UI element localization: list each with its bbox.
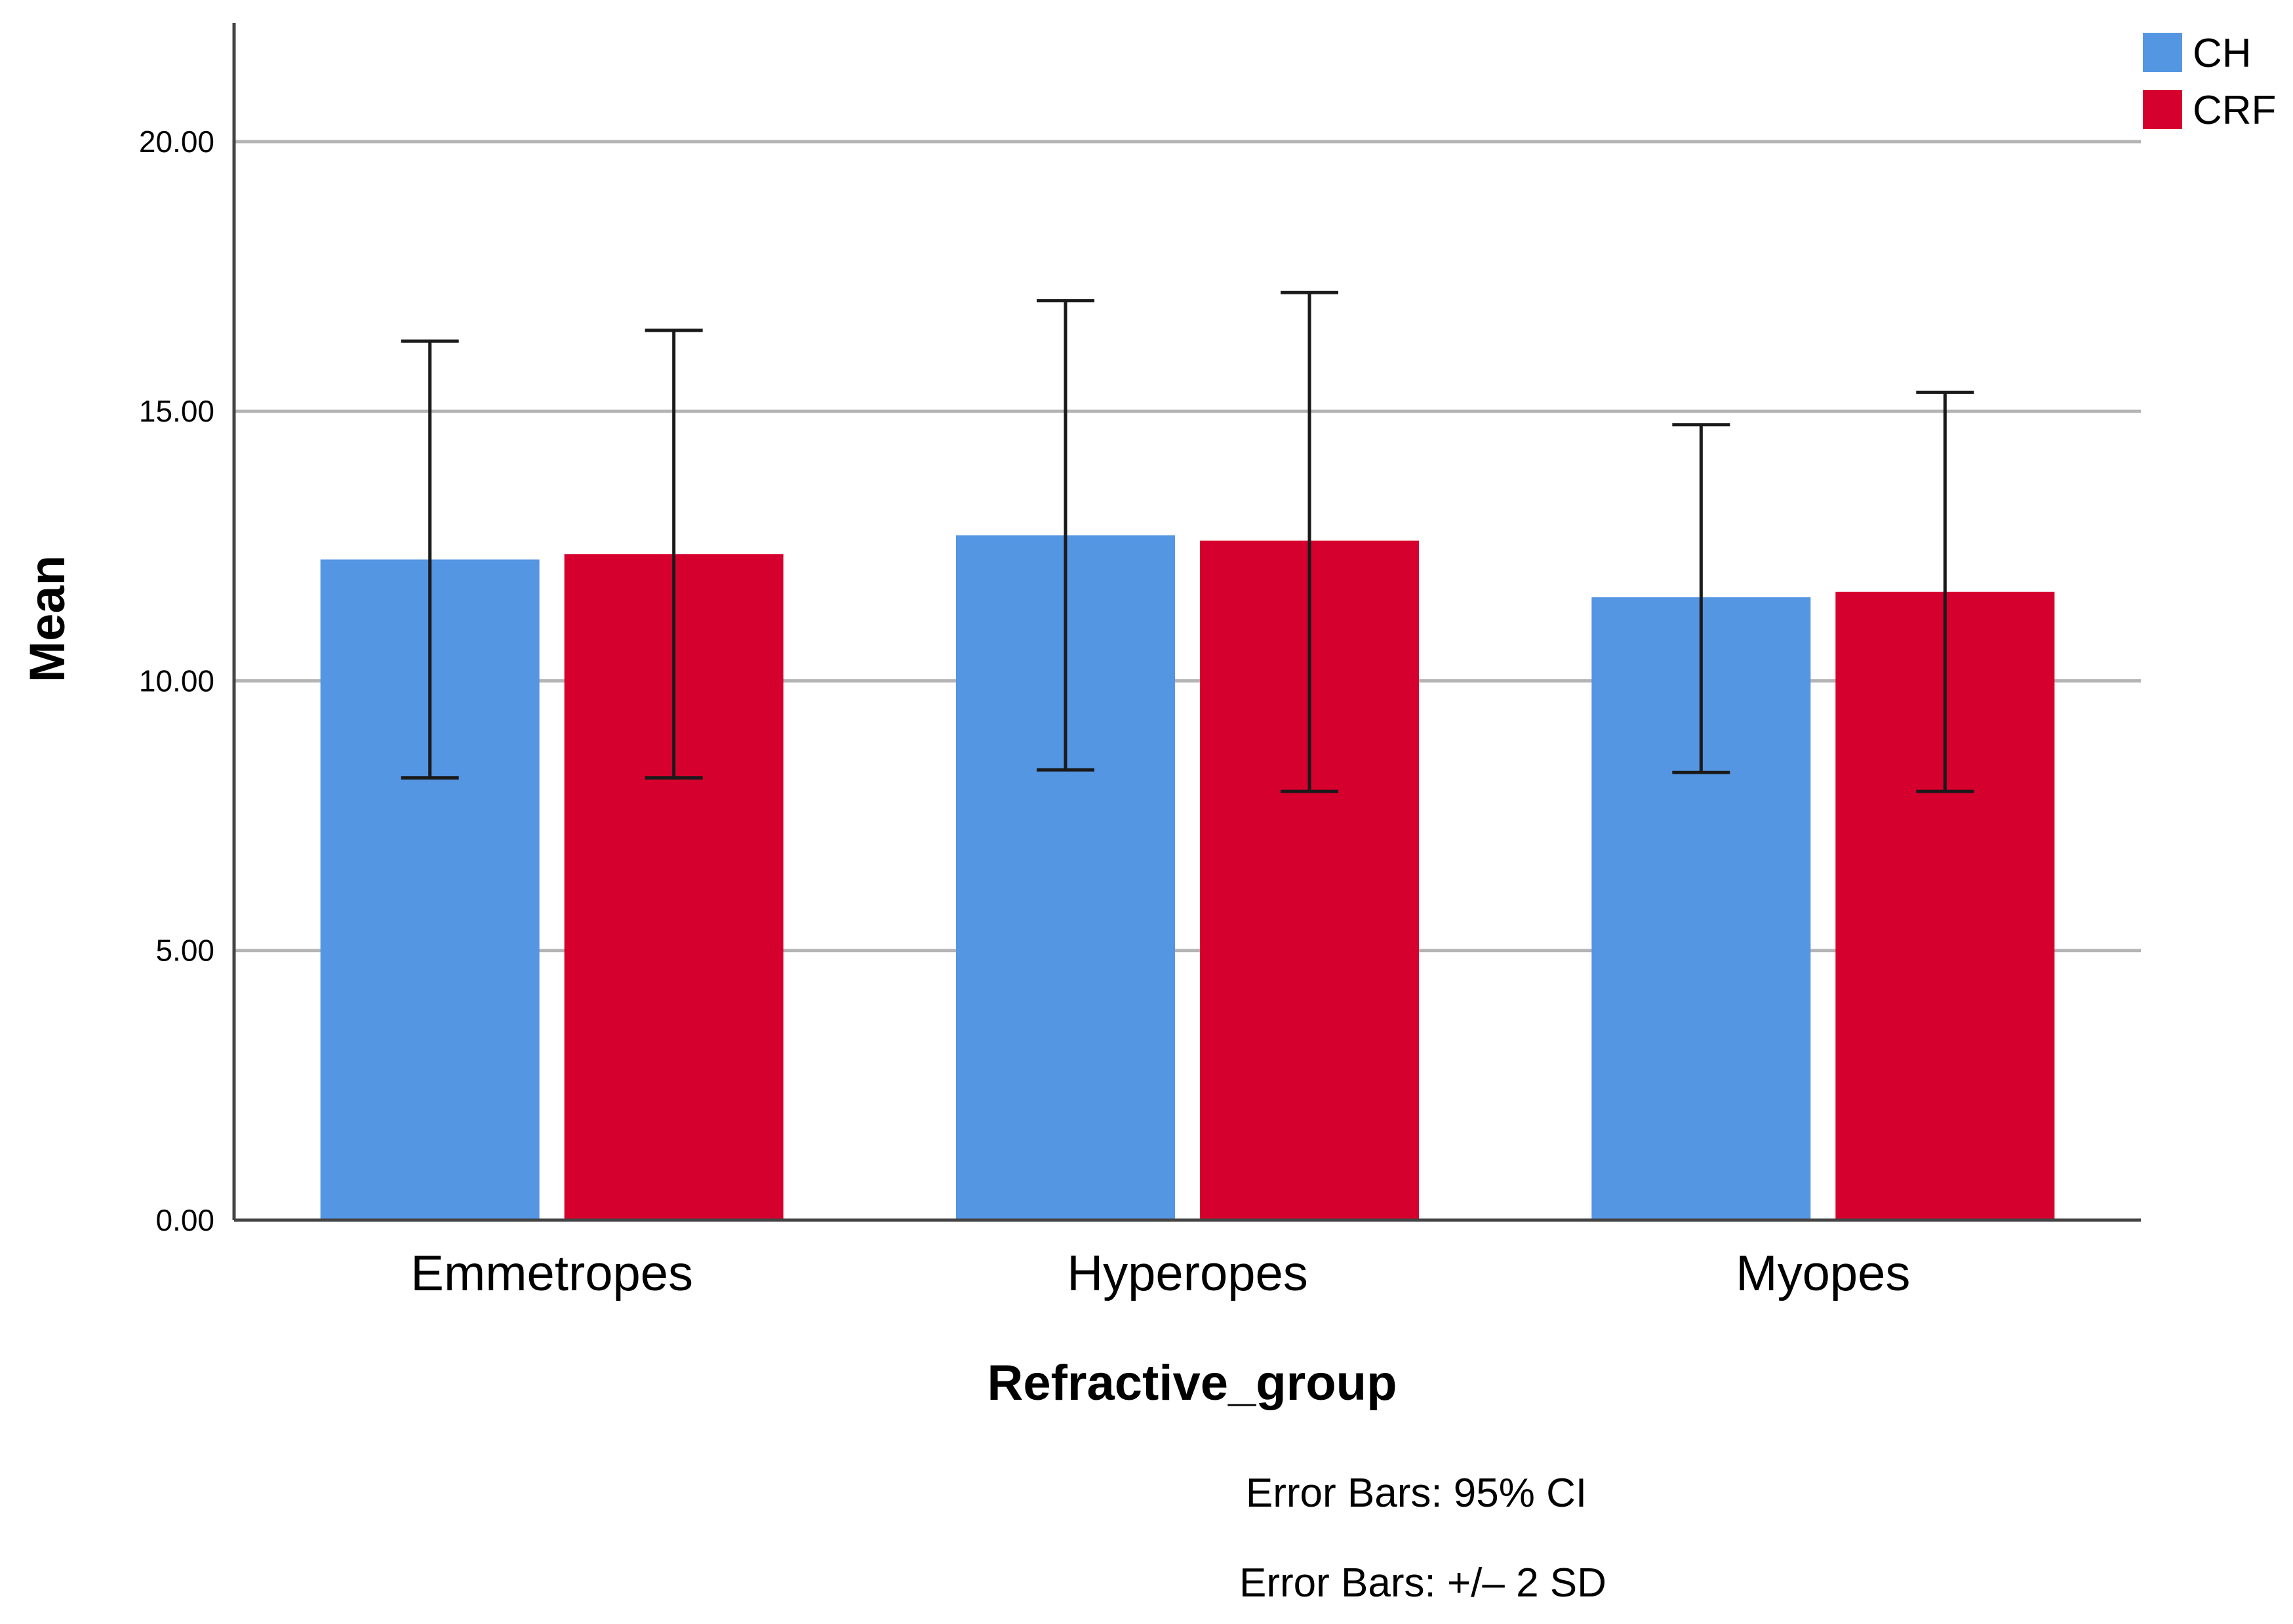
legend-swatch-ch xyxy=(2143,33,2182,72)
axes xyxy=(232,23,2141,1222)
x-category-labels: Emmetropes Hyperopes Myopes xyxy=(410,1246,1910,1301)
footnote-sd: Error Bars: +/– 2 SD xyxy=(1239,1560,1606,1606)
legend: CH CRF xyxy=(2143,31,2276,133)
y-tick-label: 15.00 xyxy=(139,394,214,428)
y-tick-label: 5.00 xyxy=(155,934,214,968)
x-category-label: Emmetropes xyxy=(410,1246,693,1301)
footnote-ci: Error Bars: 95% CI xyxy=(1246,1471,1587,1516)
y-tick-label: 20.00 xyxy=(139,125,214,159)
error-bars xyxy=(401,290,1974,793)
x-category-label: Myopes xyxy=(1736,1246,1910,1301)
legend-swatch-crf xyxy=(2143,90,2182,129)
x-axis-title: Refractive_group xyxy=(987,1355,1397,1411)
x-category-label: Hyperopes xyxy=(1067,1246,1308,1301)
gridlines xyxy=(234,140,2141,953)
y-tick-label: 10.00 xyxy=(139,663,214,698)
y-tick-label: 0.00 xyxy=(155,1203,214,1237)
legend-label-crf: CRF xyxy=(2193,88,2276,133)
bars xyxy=(320,535,2055,1221)
legend-label-ch: CH xyxy=(2193,31,2252,76)
y-axis-title: Mean xyxy=(20,555,75,683)
y-tick-labels: 0.00 5.00 10.00 15.00 20.00 xyxy=(139,125,214,1237)
